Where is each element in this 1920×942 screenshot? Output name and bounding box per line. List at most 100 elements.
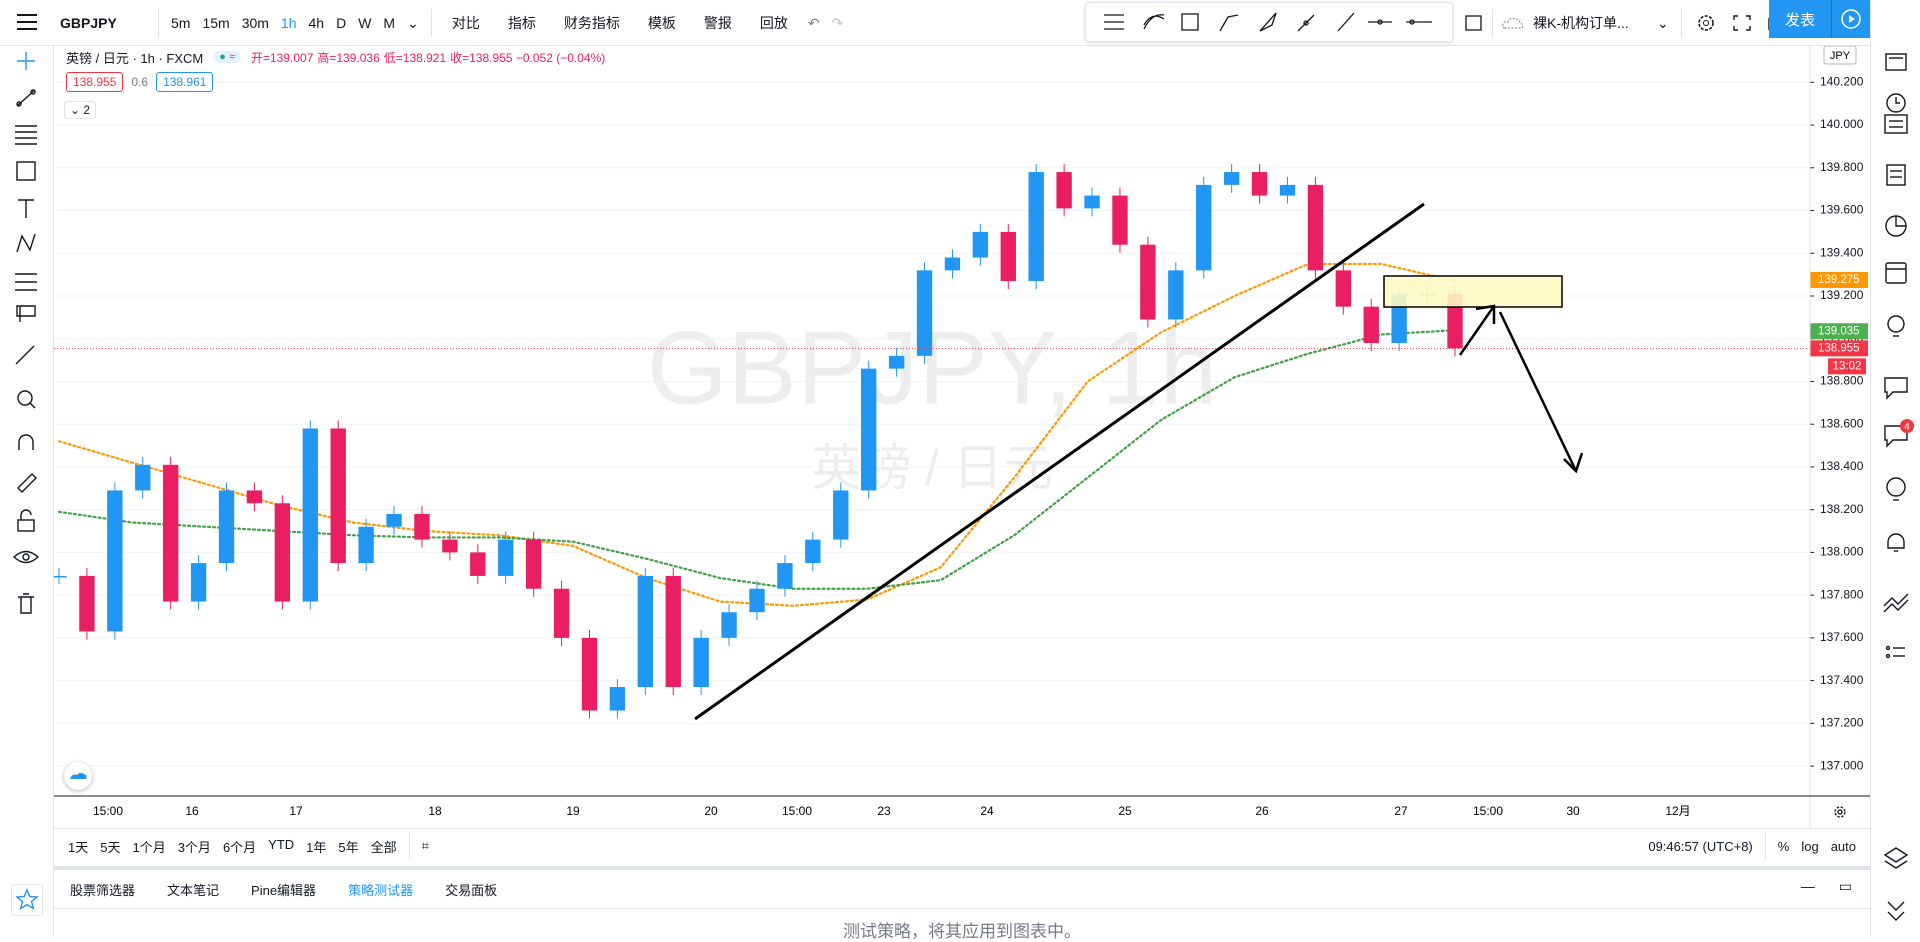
candle-body [330,428,346,564]
candle-body [553,588,570,638]
candle-body [944,257,961,271]
interval[interactable]: 30m [241,15,269,31]
maximize[interactable]: ▭ [1838,878,1852,894]
layout-name[interactable]: 裸K-机构订单... [1533,15,1629,31]
range[interactable]: 1天 [68,839,89,855]
status-pill[interactable]: ● ≈ [213,51,241,63]
interval[interactable]: D [336,15,347,31]
y-tick-label: 137.200 [1820,716,1864,730]
y-tick-label: 138.600 [1820,416,1864,430]
ask[interactable]: 138.961 [156,72,214,92]
arrows[interactable] [1458,304,1584,474]
interval[interactable]: W [358,15,372,31]
menu-icon[interactable] [0,0,54,46]
candle-body [693,637,709,688]
toolbar-item[interactable]: 模板 [647,15,676,31]
x-tick-label: 15:00 [93,804,123,818]
y-tick-label: 138.800 [1820,374,1864,388]
candle-body [218,490,235,564]
interval-list: 5m 15m 30m 1h 4h D W M [165,15,401,31]
interval[interactable]: 4h [308,15,325,31]
range[interactable]: 1年 [306,839,327,855]
publish-button[interactable]: 发表 [1769,0,1831,38]
collapse-count: 2 [83,103,91,117]
candle-body [805,539,821,564]
panel-tab[interactable]: 策略测试器 [348,882,414,898]
y-tick-label: 137.000 [1820,758,1864,772]
toolbar-item[interactable]: 指标 [507,15,536,31]
interval-dropdown[interactable]: ⌄ [407,14,419,31]
candle-body [190,563,207,602]
panel-tab[interactable]: 股票筛选器 [70,882,136,898]
y-tick-label: 140.000 [1820,117,1864,131]
toolbar-item[interactable]: 回放 [759,15,788,31]
price-label-box [1810,271,1868,288]
candle-body [888,355,905,369]
trend-line[interactable] [694,202,1425,721]
range[interactable]: 5年 [338,839,359,855]
interval[interactable]: 1h [280,15,297,31]
range[interactable]: 6个月 [222,839,257,855]
minimize[interactable]: — [1800,878,1815,894]
candle-body [637,575,653,688]
candle-body [302,428,318,602]
candle-body [1140,244,1156,320]
x-tick-label: 30 [1566,804,1580,818]
scale-option[interactable]: log [1801,838,1819,854]
undo[interactable]: ↶ [807,14,820,31]
drawing-tool-icons[interactable] [0,46,53,937]
fullscreen-icon[interactable] [1724,11,1760,35]
countdown: 13:02 [1833,360,1862,372]
candle-body [1112,195,1128,245]
interval[interactable]: M [383,15,396,31]
indicator-collapse[interactable]: ⌄ 2 [64,101,97,119]
goto-date[interactable]: ⌗ [421,838,429,853]
panel-tab[interactable]: 交易面板 [445,882,498,898]
scale-option[interactable]: auto [1830,838,1856,854]
price-label: 139.035 [1818,325,1860,337]
toolbar-item[interactable]: 财务指标 [563,15,620,31]
sidebar-icons[interactable]: 4 [1871,0,1920,937]
candle-body [442,539,458,553]
symbol[interactable]: GBPJPY [60,15,117,31]
interval[interactable]: 15m [202,15,230,31]
panel-tab[interactable]: 文本笔记 [167,882,220,898]
candle-body [135,464,151,491]
logo-icon [70,772,87,779]
axis-settings-icon[interactable] [1834,806,1846,818]
range[interactable]: 全部 [370,839,397,855]
toolbar-item[interactable]: 警报 [703,15,732,31]
candle-body [721,612,737,638]
range[interactable]: 1个月 [132,839,166,855]
panel-tab[interactable]: Pine编辑器 [251,882,317,898]
favorites-button[interactable] [11,884,43,916]
redo[interactable]: ↷ [831,14,844,31]
settings-icon[interactable] [1688,11,1724,35]
rect-icon[interactable] [1462,11,1486,35]
candle-body [163,464,179,602]
toolbar-item[interactable]: 对比 [451,15,480,31]
drawing-toolbar [1085,2,1453,42]
y-tick-label: 140.200 [1820,74,1864,88]
layout-dropdown[interactable]: ⌄ [1657,14,1669,31]
y-tick-label: 138.000 [1820,545,1864,559]
interval[interactable]: 5m [171,15,191,31]
replay-button[interactable] [1831,0,1871,38]
badge-count: 4 [1904,422,1910,433]
scale-option[interactable]: % [1777,838,1790,854]
y-tick-label: 137.600 [1820,630,1864,644]
price-label: 138.955 [1818,342,1860,354]
currency: JPY [1830,50,1851,62]
range[interactable]: YTD [268,836,295,852]
y-tick-label: 139.600 [1820,203,1864,217]
range[interactable]: 5天 [100,839,121,855]
logo-button[interactable] [64,762,92,790]
chart: GBPJPY, 1h 英镑 / 日元 137.000137.200137.400… [54,46,1870,828]
cloud-icon [1502,17,1524,29]
range[interactable]: 3个月 [177,839,211,855]
drawing-tools[interactable] [1086,3,1452,41]
x-tick-label: 23 [877,804,891,818]
candle-body [470,552,486,576]
rectangle-zone[interactable] [1383,275,1563,308]
bid[interactable]: 138.955 [66,72,124,92]
